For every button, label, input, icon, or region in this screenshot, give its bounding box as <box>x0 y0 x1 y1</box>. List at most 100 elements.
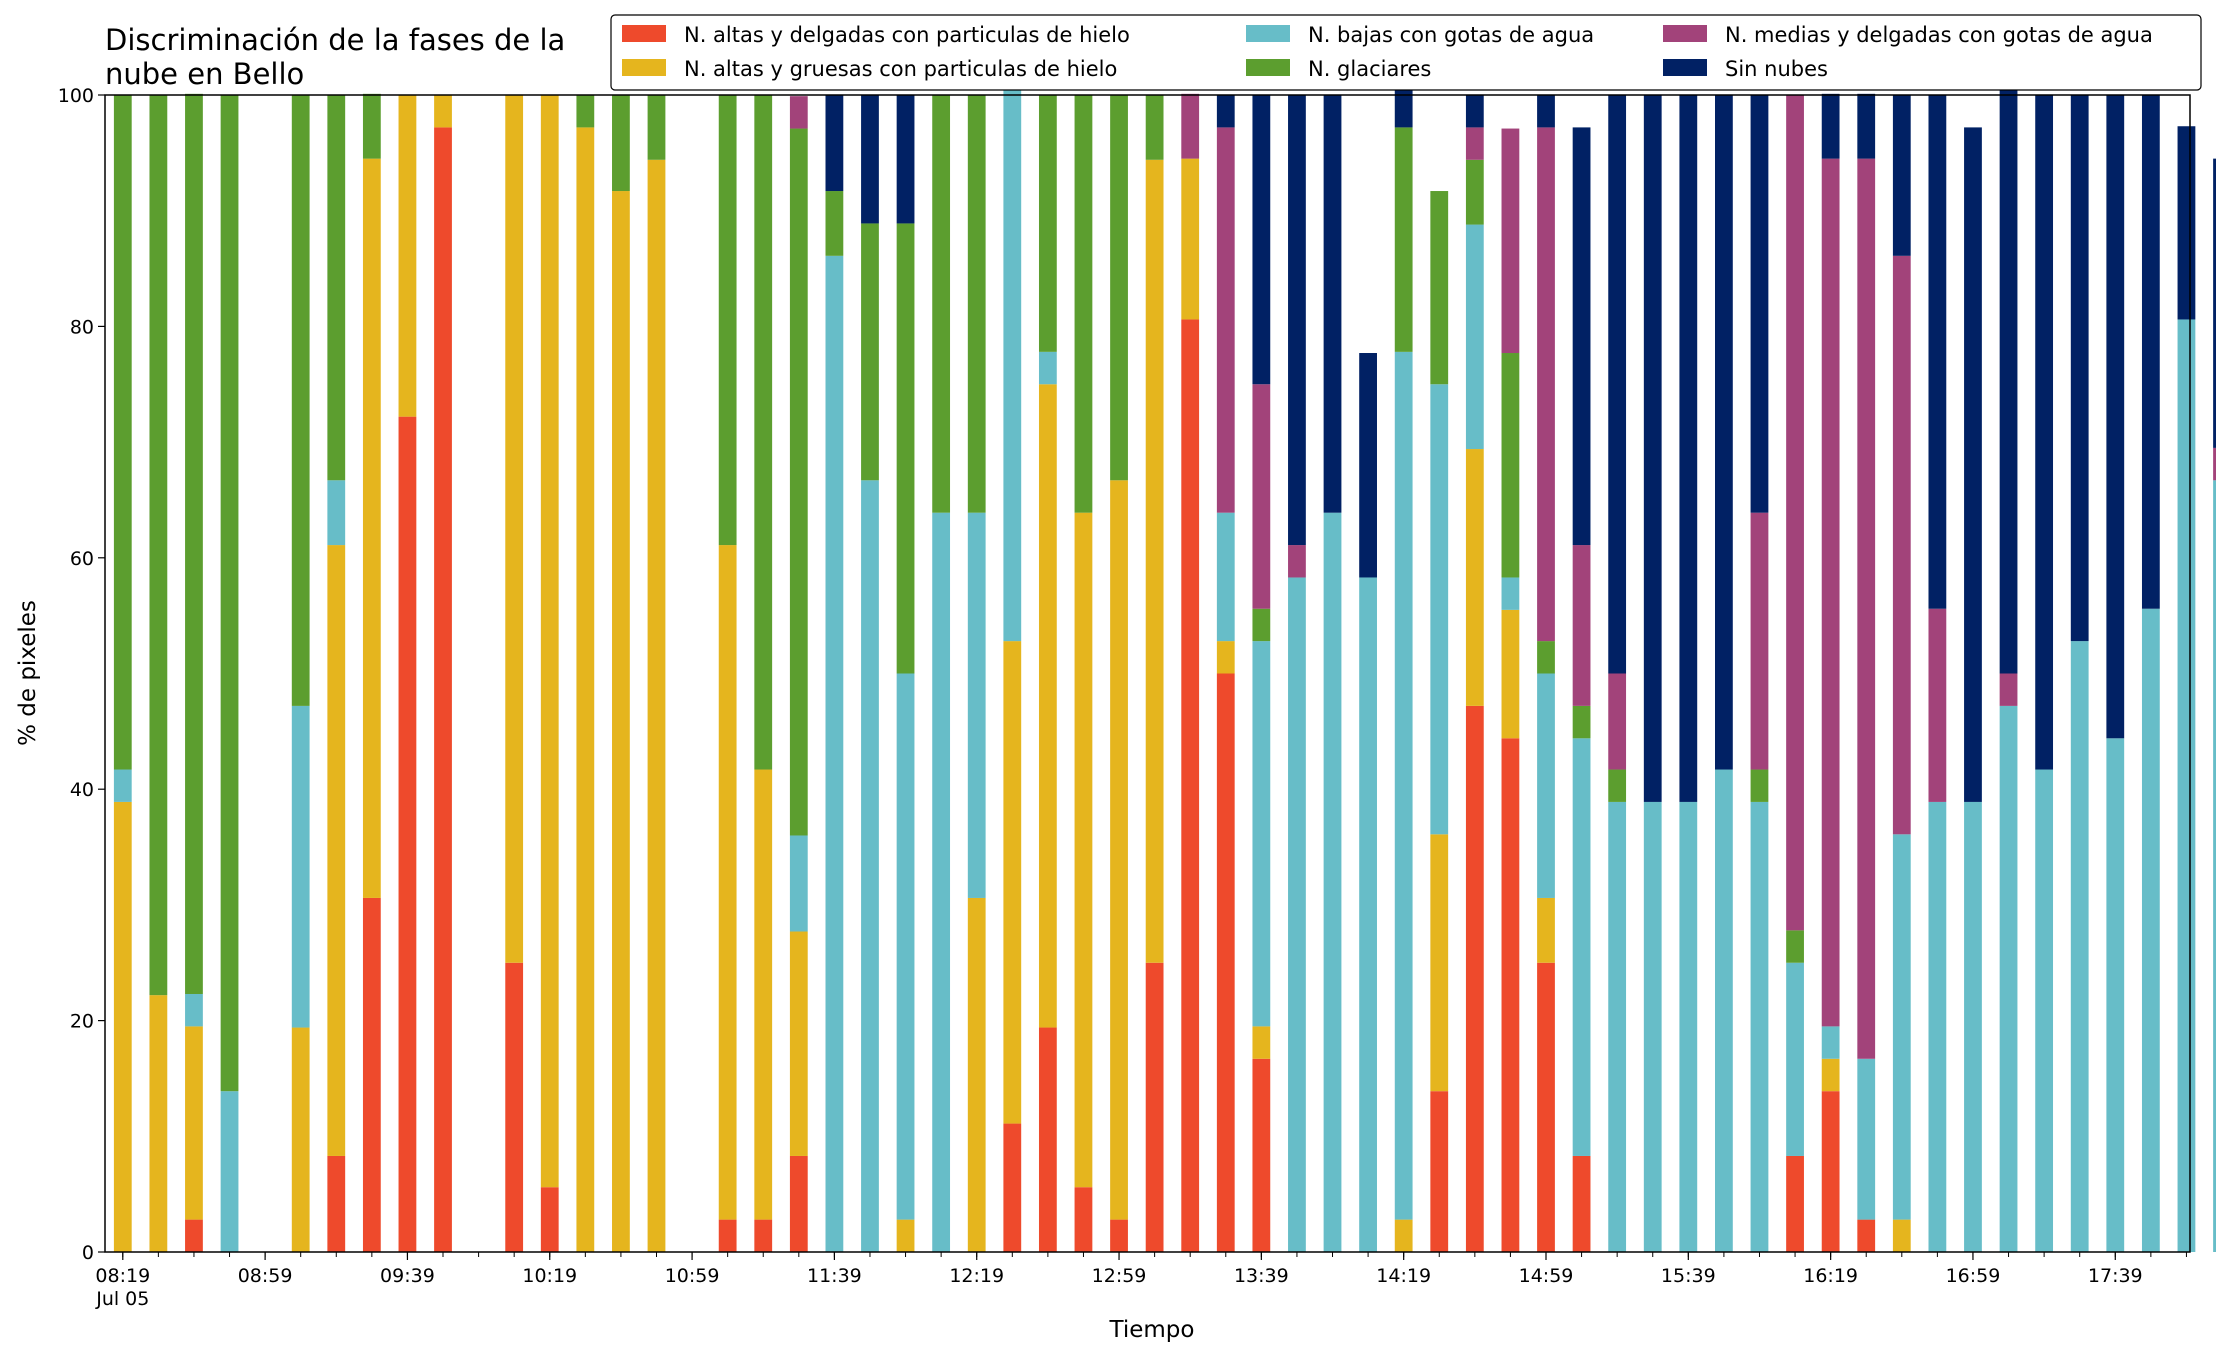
bar-segment <box>185 1219 203 1252</box>
bar-segment <box>1038 95 1057 352</box>
x-tick-label: 16:59 <box>1946 1265 2001 1287</box>
bar-segment <box>1537 95 1555 128</box>
bar-segment <box>434 95 452 128</box>
bar-segment <box>291 95 310 706</box>
bar-segment <box>1465 127 1484 160</box>
bar-segment <box>1857 1219 1876 1252</box>
bar-segment <box>612 191 630 1252</box>
bar-segment <box>1608 673 1627 770</box>
bar-segment <box>1110 95 1128 481</box>
bar-segment <box>967 897 986 1252</box>
bar-segment <box>1572 545 1591 706</box>
bar-segment <box>896 223 915 674</box>
bar-segment <box>1430 1091 1449 1252</box>
x-tick-label: 08:59 <box>238 1265 293 1287</box>
bar-segment <box>1074 1187 1093 1252</box>
bar-segment <box>113 769 132 802</box>
x-date-label: Jul 05 <box>95 1288 149 1310</box>
bar-segment <box>825 255 844 1252</box>
bar-segment <box>1465 224 1484 450</box>
bar-segment <box>1394 127 1413 352</box>
bar-segment <box>1892 834 1911 1220</box>
bars-layer <box>113 30 2216 1253</box>
bar-segment <box>1501 577 1520 610</box>
bar-segment <box>149 95 168 996</box>
bar-segment <box>789 128 808 836</box>
x-tick-label: 11:39 <box>807 1265 862 1287</box>
x-tick-label: 12:59 <box>1092 1265 1147 1287</box>
legend-label: N. altas y delgadas con particulas de hi… <box>684 23 1130 47</box>
bar-segment <box>1608 801 1627 1252</box>
bar-segment <box>1786 962 1804 1156</box>
bar-segment <box>113 95 132 770</box>
bar-segment <box>576 95 595 128</box>
x-axis-title: Tiempo <box>1109 1317 1195 1343</box>
bar-segment <box>789 835 808 932</box>
x-tick-label: 16:19 <box>1803 1265 1858 1287</box>
bar-segment <box>2070 641 2089 1252</box>
bar-segment <box>1252 1026 1271 1059</box>
bar-segment <box>1857 1058 1876 1220</box>
bar-segment <box>291 705 310 1028</box>
bar-segment <box>825 95 844 192</box>
bar-segment <box>1572 127 1591 546</box>
bar-segment <box>291 1027 310 1252</box>
y-axis-title: % de pixeles <box>15 600 41 746</box>
bar-segment <box>1252 95 1271 385</box>
bar-segment <box>1252 641 1271 1027</box>
bar-segment <box>220 95 239 1092</box>
bar-segment <box>718 545 737 1220</box>
bar-segment <box>1892 95 1911 256</box>
bar-segment <box>1216 127 1235 513</box>
bar-segment <box>1501 128 1520 354</box>
legend-swatch <box>622 25 666 42</box>
bar-segment <box>1430 191 1449 385</box>
bar-segment <box>113 801 132 1252</box>
bar-segment <box>327 1155 346 1252</box>
bar-segment <box>2213 447 2216 481</box>
bar-segment <box>1288 545 1306 578</box>
y-tick-label: 80 <box>70 316 94 338</box>
bar-segment <box>185 93 203 994</box>
bar-segment <box>540 1187 559 1252</box>
legend-label: N. glaciares <box>1308 57 1431 81</box>
bar-segment <box>1465 449 1484 706</box>
bar-segment <box>1216 673 1235 1252</box>
bar-segment <box>1394 351 1413 1220</box>
legend-swatch <box>1246 59 1290 76</box>
bar-segment <box>1145 95 1164 160</box>
bar-segment <box>1038 1027 1057 1252</box>
bar-segment <box>1110 480 1128 1220</box>
bar-segment <box>1786 1155 1804 1252</box>
bar-segment <box>2213 480 2216 1252</box>
bar-segment <box>362 93 381 159</box>
bar-segment <box>1359 353 1377 578</box>
bar-segment <box>1999 705 2018 1252</box>
bar-segment <box>896 673 915 1220</box>
bar-segment <box>1465 95 1484 128</box>
bar-segment <box>2106 738 2125 1252</box>
bar-segment <box>1857 93 1876 159</box>
bar-segment <box>1750 801 1769 1252</box>
bar-segment <box>1608 769 1627 802</box>
bar-segment <box>2141 95 2160 609</box>
bar-segment <box>1608 95 1627 674</box>
bar-segment <box>2106 95 2125 739</box>
bar-segment <box>1892 255 1911 835</box>
bar-segment <box>1323 512 1342 1252</box>
y-tick-label: 0 <box>82 1242 94 1264</box>
bar-segment <box>1537 962 1555 1252</box>
bar-segment <box>1999 673 2018 706</box>
bar-segment <box>1643 801 1662 1252</box>
bar-segment <box>754 769 773 1220</box>
bar-segment <box>1786 930 1804 963</box>
bar-segment <box>1821 158 1840 1027</box>
bar-segment <box>2177 126 2196 320</box>
bar-segment <box>1252 384 1271 609</box>
bar-segment <box>434 127 452 1252</box>
bar-segment <box>1359 577 1377 1252</box>
x-tick-label: 09:39 <box>380 1265 435 1287</box>
bar-segment <box>185 1026 203 1220</box>
bar-segment <box>1465 159 1484 225</box>
